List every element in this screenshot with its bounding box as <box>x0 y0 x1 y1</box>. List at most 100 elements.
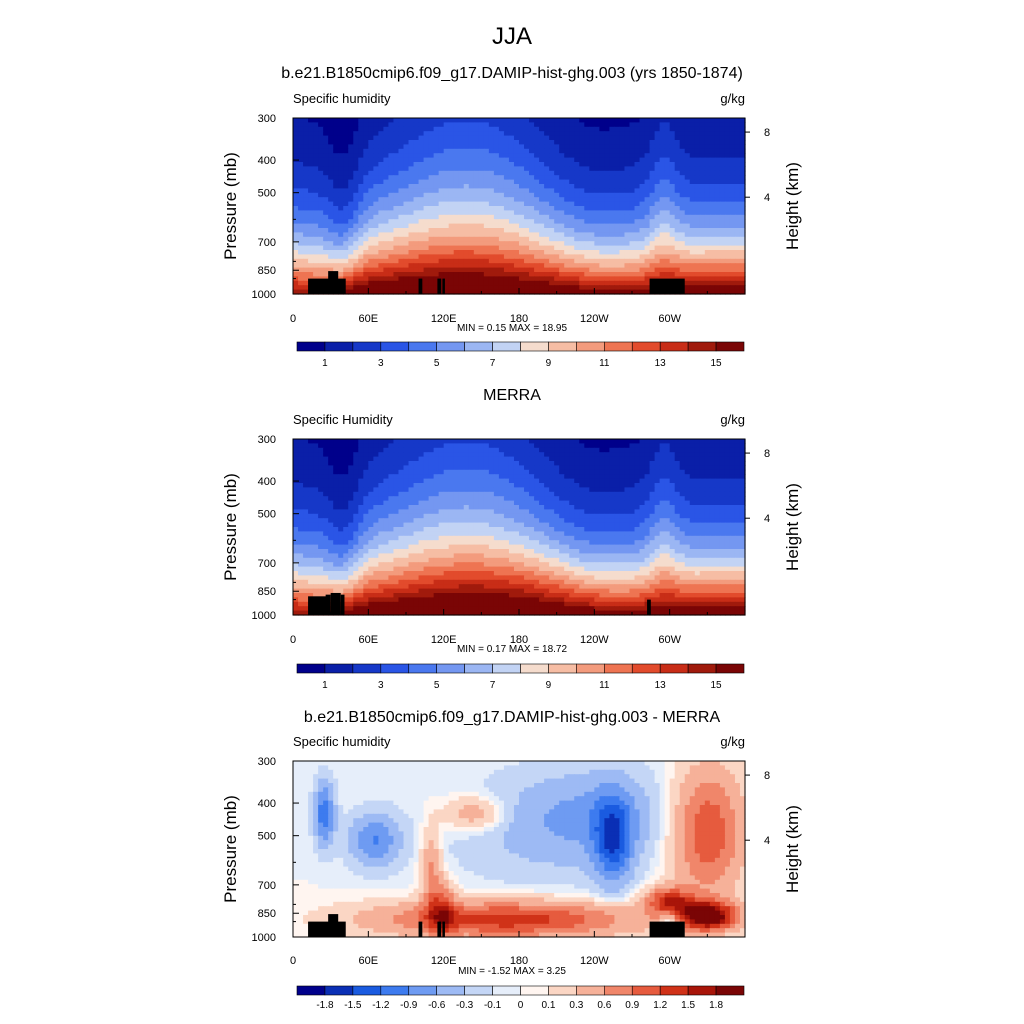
field-cell <box>734 456 741 462</box>
field-cell <box>463 210 470 216</box>
field-cell <box>338 179 344 185</box>
field-cell <box>539 219 545 225</box>
field-cell <box>448 192 455 198</box>
field-cell <box>498 241 505 247</box>
field-cell <box>483 192 490 198</box>
field-cell <box>468 206 475 211</box>
field-cell <box>644 188 651 194</box>
field-cell <box>458 487 465 493</box>
field-cell <box>549 170 555 176</box>
field-cell <box>503 131 510 137</box>
field-cell <box>724 289 731 295</box>
field-cell <box>579 157 585 163</box>
field-cell <box>383 483 390 488</box>
field-cell <box>498 223 505 229</box>
field-cell <box>724 206 731 211</box>
field-cell <box>493 491 500 497</box>
field-cell <box>378 210 384 216</box>
field-cell <box>569 263 575 269</box>
field-cell <box>298 219 304 225</box>
field-cell <box>714 241 721 247</box>
field-cell <box>654 245 661 251</box>
field-cell <box>604 280 610 286</box>
field-cell <box>298 267 304 273</box>
field-cell <box>333 474 339 480</box>
field-cell <box>544 491 550 497</box>
field-cell <box>363 228 369 233</box>
field-cell <box>458 228 465 233</box>
field-cell <box>388 188 395 194</box>
field-cell <box>619 285 626 291</box>
field-cell <box>684 157 691 163</box>
field-cell <box>529 188 535 194</box>
field-cell <box>599 439 605 444</box>
field-cell <box>534 280 540 286</box>
field-cell <box>739 456 746 462</box>
field-cell <box>308 452 314 458</box>
field-cell <box>473 280 480 286</box>
field-cell <box>298 153 304 159</box>
field-cell <box>529 254 535 260</box>
field-cell <box>594 201 600 207</box>
field-cell <box>338 162 344 167</box>
field-cell <box>704 474 711 480</box>
field-cell <box>619 135 626 141</box>
field-cell <box>463 439 470 444</box>
field-cell <box>438 280 445 286</box>
field-cell <box>318 491 324 497</box>
field-cell <box>629 232 636 238</box>
field-cell <box>644 289 651 295</box>
field-cell <box>348 206 354 211</box>
field-cell <box>508 148 515 154</box>
field-cell <box>549 236 555 242</box>
field-cell <box>674 184 681 189</box>
field-cell <box>333 452 339 458</box>
field-cell <box>544 447 550 453</box>
field-cell <box>318 179 324 185</box>
field-cell <box>358 465 364 471</box>
field-cell <box>493 245 500 251</box>
field-cell <box>694 478 701 484</box>
field-cell <box>714 118 721 123</box>
field-cell <box>684 135 691 141</box>
field-cell <box>488 478 495 484</box>
field-cell <box>318 447 324 453</box>
field-cell <box>433 206 440 211</box>
field-cell <box>734 232 741 238</box>
field-cell <box>478 144 485 150</box>
field-cell <box>378 126 384 132</box>
field-cell <box>433 469 440 475</box>
field-cell <box>368 487 374 493</box>
field-cell <box>468 140 475 145</box>
field-cell <box>679 228 686 233</box>
field-cell <box>579 289 585 295</box>
field-cell <box>729 228 736 233</box>
field-cell <box>554 188 560 194</box>
field-cell <box>318 166 324 172</box>
field-cell <box>549 126 555 132</box>
field-cell <box>368 289 374 295</box>
field-cell <box>298 126 304 132</box>
field-cell <box>443 122 450 128</box>
field-cell <box>328 496 334 502</box>
field-cell <box>313 153 319 159</box>
field-cell <box>674 250 681 255</box>
field-cell <box>524 500 530 506</box>
field-cell <box>739 197 746 203</box>
field-cell <box>338 131 344 137</box>
field-cell <box>644 478 651 484</box>
field-cell <box>448 447 455 453</box>
field-cell <box>709 144 716 150</box>
field-cell <box>493 496 500 502</box>
field-cell <box>564 206 570 211</box>
field-cell <box>554 258 560 264</box>
field-cell <box>338 201 344 207</box>
field-cell <box>353 496 359 502</box>
field-cell <box>659 175 666 181</box>
field-cell <box>724 447 731 453</box>
field-cell <box>338 439 344 444</box>
field-cell <box>584 496 590 502</box>
field-cell <box>654 443 661 449</box>
field-cell <box>534 496 540 502</box>
field-cell <box>373 241 379 247</box>
